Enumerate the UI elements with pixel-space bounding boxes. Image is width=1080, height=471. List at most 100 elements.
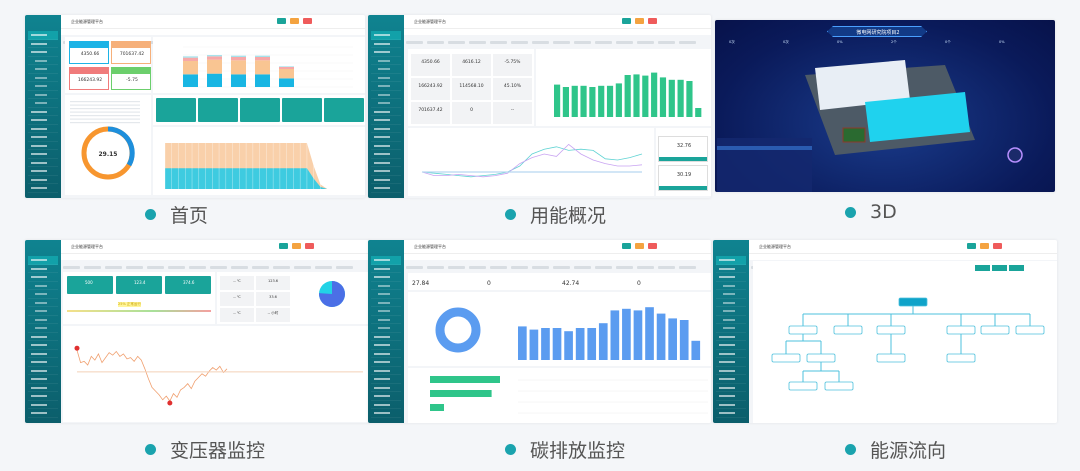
toolbar-button[interactable]	[975, 265, 990, 271]
flow-node[interactable]	[980, 325, 1010, 335]
sidebar-item[interactable]	[28, 367, 58, 375]
thumbnail-carbon[interactable]: 企业能源管理平台 27.84 0 42.74 0	[368, 240, 711, 423]
flow-node[interactable]	[788, 325, 818, 335]
sidebar-item[interactable]	[716, 324, 746, 333]
sidebar-item[interactable]	[371, 57, 401, 65]
sidebar-item[interactable]	[371, 256, 401, 265]
sidebar-item[interactable]	[371, 358, 401, 367]
flow-node[interactable]	[771, 353, 801, 363]
sidebar-item[interactable]	[371, 350, 401, 358]
tab[interactable]	[84, 266, 101, 269]
tab[interactable]	[469, 266, 486, 269]
sidebar-item[interactable]	[371, 142, 401, 150]
tab[interactable]	[532, 266, 549, 269]
sidebar-item[interactable]	[28, 91, 58, 99]
tab[interactable]	[637, 266, 654, 269]
sidebar-item[interactable]	[371, 91, 401, 99]
sidebar-item[interactable]	[716, 256, 746, 265]
tab[interactable]	[511, 41, 528, 44]
sidebar-item[interactable]	[28, 341, 58, 350]
sidebar-item[interactable]	[28, 256, 58, 265]
tab[interactable]	[406, 266, 423, 269]
sidebar-item[interactable]	[716, 290, 746, 299]
sidebar-item[interactable]	[371, 299, 401, 307]
tab[interactable]	[532, 41, 549, 44]
thumbnail-overview[interactable]: 企业能源管理平台 4350.66 4616.12 -5.75% 166243.92 11…	[368, 15, 711, 198]
tab[interactable]	[553, 266, 570, 269]
sidebar-item[interactable]	[371, 82, 401, 91]
sidebar-item[interactable]	[371, 176, 401, 184]
tab[interactable]	[336, 266, 353, 269]
tab[interactable]	[252, 266, 269, 269]
sidebar-item[interactable]	[371, 401, 401, 409]
sidebar-item[interactable]	[371, 324, 401, 333]
tab[interactable]	[574, 266, 591, 269]
sidebar-item[interactable]	[371, 108, 401, 116]
tab[interactable]	[553, 41, 570, 44]
sidebar-item[interactable]	[28, 384, 58, 392]
sidebar-item[interactable]	[28, 167, 58, 176]
sidebar-item[interactable]	[371, 409, 401, 418]
tab[interactable]	[637, 41, 654, 44]
thumbnail-home[interactable]: 企业能源管理平台 4350.66 701637.42 166243.92 -5.75 …	[25, 15, 365, 198]
sidebar-item[interactable]	[371, 290, 401, 299]
sidebar-item[interactable]	[28, 108, 58, 116]
tab[interactable]	[189, 266, 206, 269]
sidebar-item[interactable]	[28, 409, 58, 418]
sidebar-item[interactable]	[28, 116, 58, 125]
sidebar-item[interactable]	[371, 159, 401, 167]
sidebar-item[interactable]	[371, 40, 401, 48]
tab[interactable]	[595, 266, 612, 269]
sidebar-item[interactable]	[371, 273, 401, 282]
tab[interactable]	[126, 266, 143, 269]
sidebar-item[interactable]	[28, 125, 58, 133]
sidebar-item[interactable]	[28, 282, 58, 290]
sidebar-item[interactable]	[716, 265, 746, 273]
toolbar-button[interactable]	[992, 265, 1007, 271]
tab[interactable]	[616, 41, 633, 44]
sidebar-item[interactable]	[28, 375, 58, 384]
flow-node[interactable]	[946, 353, 976, 363]
sidebar-item[interactable]	[716, 375, 746, 384]
flow-node[interactable]	[946, 325, 976, 335]
tab[interactable]	[448, 41, 465, 44]
tab[interactable]	[679, 41, 696, 44]
sidebar-item[interactable]	[716, 333, 746, 341]
sidebar-item[interactable]	[28, 159, 58, 167]
sidebar-item[interactable]	[28, 333, 58, 341]
sidebar-item[interactable]	[28, 265, 58, 273]
sidebar-item[interactable]	[28, 48, 58, 57]
sidebar-item[interactable]	[716, 367, 746, 375]
sidebar-item[interactable]	[716, 409, 746, 418]
tab[interactable]	[658, 41, 675, 44]
sidebar-item[interactable]	[28, 392, 58, 401]
sidebar-item[interactable]	[716, 282, 746, 290]
tab[interactable]	[574, 41, 591, 44]
tab[interactable]	[168, 266, 185, 269]
sidebar-item[interactable]	[371, 125, 401, 133]
thumbnail-transformer[interactable]: 企业能源管理平台 25% 正常运行 500 123.4 374.6 -- ℃ 123.…	[25, 240, 370, 423]
tab[interactable]	[448, 266, 465, 269]
flow-node[interactable]	[788, 381, 818, 391]
sidebar-item[interactable]	[28, 350, 58, 358]
sidebar-item[interactable]	[28, 401, 58, 409]
sidebar-item[interactable]	[716, 350, 746, 358]
tab[interactable]	[469, 41, 486, 44]
tab[interactable]	[63, 266, 80, 269]
tab[interactable]	[658, 266, 675, 269]
sidebar-item[interactable]	[28, 99, 58, 108]
sidebar-item[interactable]	[371, 341, 401, 350]
sidebar-item[interactable]	[28, 316, 58, 324]
sidebar-item[interactable]	[28, 176, 58, 184]
sidebar-item[interactable]	[371, 133, 401, 142]
sidebar-item[interactable]	[371, 31, 401, 40]
flow-node[interactable]	[824, 381, 854, 391]
tab[interactable]	[490, 41, 507, 44]
sidebar-item[interactable]	[716, 316, 746, 324]
sidebar-item[interactable]	[28, 358, 58, 367]
sidebar-item[interactable]	[371, 307, 401, 316]
tab[interactable]	[210, 266, 227, 269]
flow-node[interactable]	[806, 353, 836, 363]
tab[interactable]	[406, 41, 423, 44]
tab[interactable]	[273, 266, 290, 269]
